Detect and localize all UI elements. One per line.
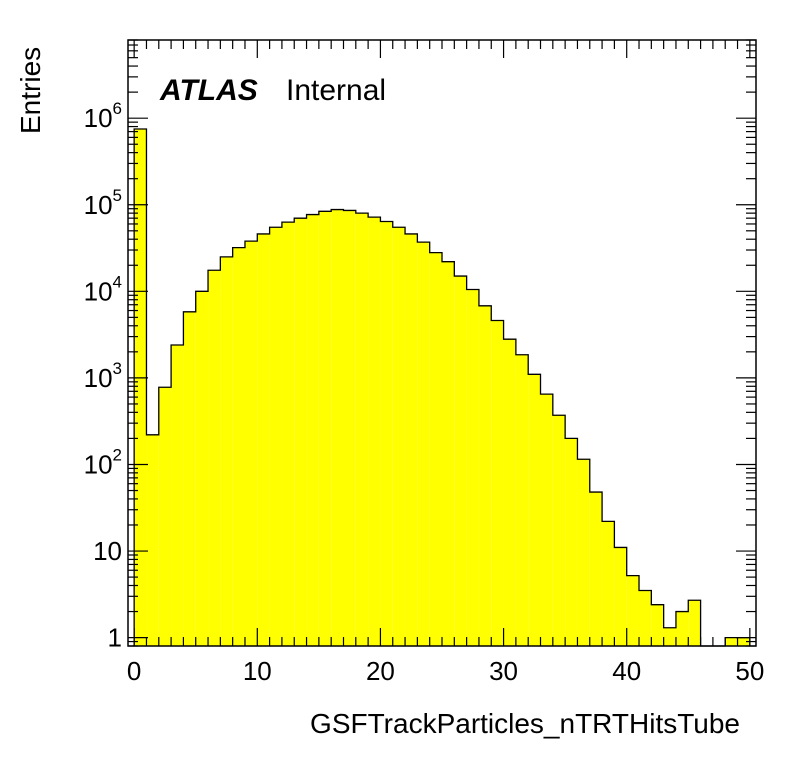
histogram-bar [343, 210, 356, 647]
histogram-bar [528, 374, 541, 646]
histogram-bar [478, 305, 492, 646]
histogram-bar [725, 637, 738, 646]
axis-ticks [128, 39, 756, 647]
histogram-bar [244, 241, 258, 646]
histogram-bar [134, 128, 147, 646]
y-tick-label: 106 [84, 99, 122, 133]
histogram-outline [133, 128, 751, 647]
histogram-bar [651, 604, 664, 646]
histogram-bar [454, 276, 467, 646]
histogram-bar [442, 261, 455, 646]
histogram-bar [737, 637, 750, 646]
atlas-label: ATLAS [159, 74, 258, 107]
histogram-bar [552, 415, 566, 646]
x-tick-labels: 0 10 20 30 40 50 [127, 656, 764, 686]
y-axis-title: Entries [15, 47, 46, 134]
histogram-bar [294, 218, 307, 646]
histogram-bar [491, 320, 504, 646]
histogram-bar [220, 256, 233, 646]
y-tick-label: 105 [84, 186, 122, 220]
histogram-bar [232, 247, 245, 647]
y-tick-label: 103 [84, 359, 122, 393]
histogram-bar [146, 434, 159, 646]
histogram-bar [257, 233, 270, 646]
histogram-bar [380, 221, 393, 646]
y-tick-label: 104 [84, 272, 122, 306]
histogram-bar [306, 214, 319, 646]
histogram-bar [269, 227, 282, 646]
histogram-bar [688, 600, 701, 646]
y-tick-label: 10 [93, 536, 122, 566]
internal-label: Internal [286, 74, 386, 107]
histogram-bar [626, 575, 640, 646]
histogram-bar [195, 291, 209, 646]
histogram-bar [417, 242, 430, 646]
histogram-bar [515, 354, 529, 646]
histogram-outline-path [133, 128, 751, 647]
y-tick-label: 1 [108, 623, 122, 653]
histogram-bar [663, 627, 676, 646]
histogram-bar [355, 213, 369, 646]
x-tick-label: 10 [243, 656, 272, 686]
histogram-bar [392, 227, 406, 646]
histogram-bars [134, 128, 750, 647]
histogram-bar [589, 492, 603, 646]
histogram-bar [429, 252, 442, 647]
histogram-bar [281, 222, 295, 647]
histogram-bar [171, 344, 184, 646]
histogram-bar [208, 270, 221, 646]
histogram-bar [577, 459, 590, 646]
x-tick-label: 0 [127, 656, 141, 686]
histogram-bar [158, 387, 172, 646]
histogram-bar [639, 590, 652, 646]
histogram-bar [540, 394, 553, 646]
x-axis-title: GSFTrackParticles_nTRTHitsTube [310, 708, 740, 739]
histogram-bar [466, 289, 479, 646]
y-tick-label: 102 [84, 445, 122, 479]
histogram-bar [614, 547, 627, 646]
histogram-bar [602, 521, 615, 646]
x-tick-label: 30 [489, 656, 518, 686]
histogram-bar [503, 339, 516, 646]
histogram-bar [675, 611, 689, 646]
y-tick-labels: 1 10 102 103 104 105 106 [84, 99, 122, 652]
x-tick-label: 20 [366, 656, 395, 686]
histogram-bar [368, 217, 381, 647]
x-tick-label: 50 [735, 656, 764, 686]
x-tick-label: 40 [612, 656, 641, 686]
histogram-bar [331, 209, 344, 646]
histogram-bar [405, 233, 418, 646]
histogram-bar [565, 438, 578, 646]
histogram-bar [318, 211, 332, 646]
histogram-bar [183, 311, 196, 646]
